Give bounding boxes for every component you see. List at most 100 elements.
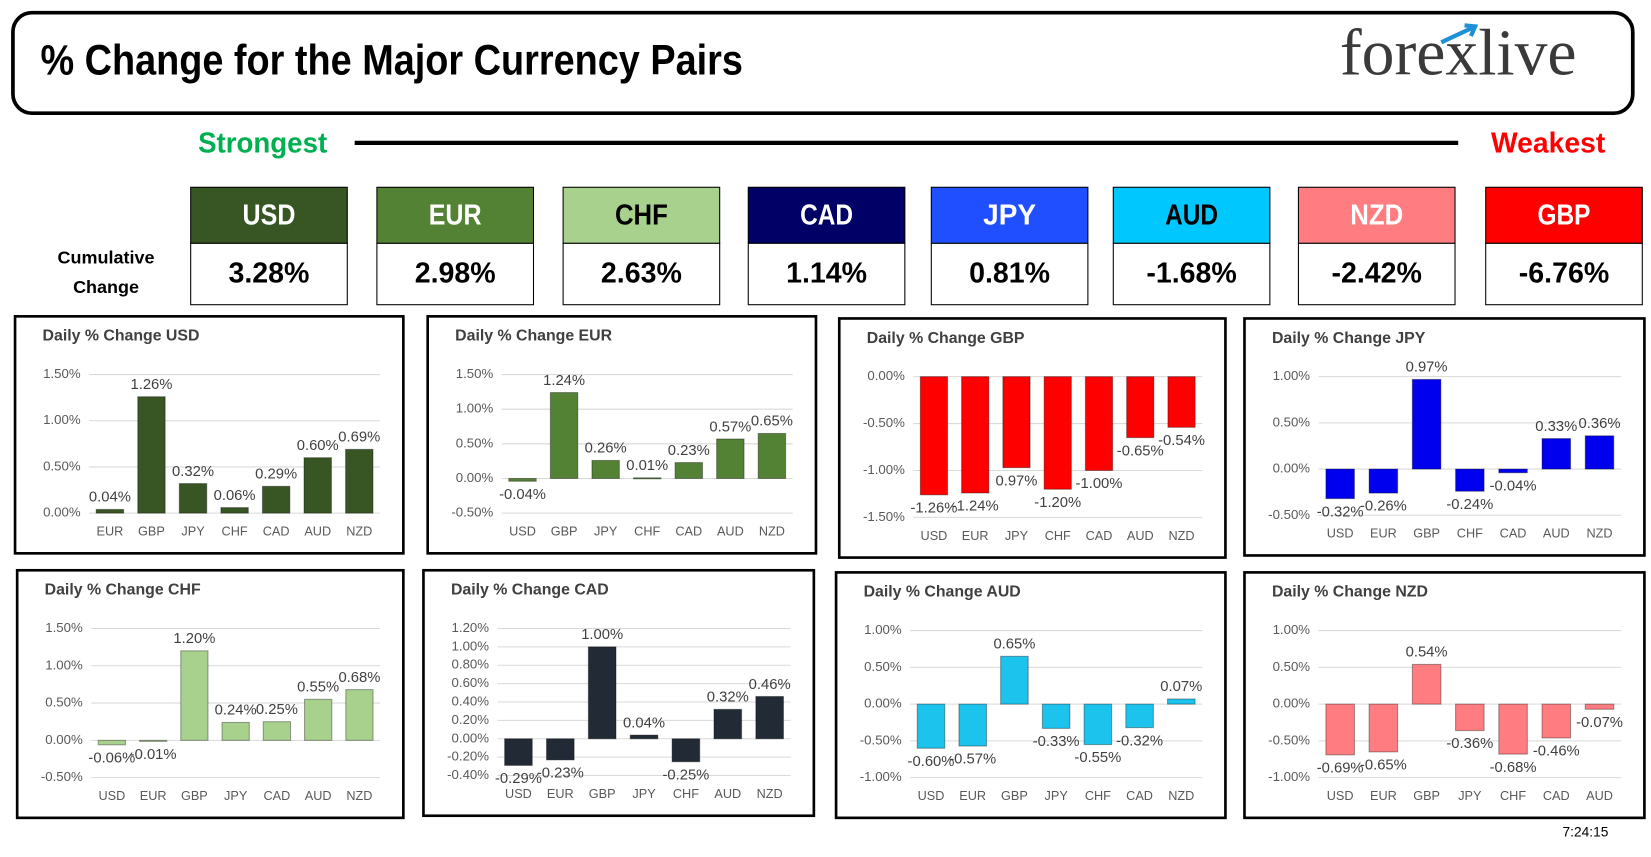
value-label: 1.24% (543, 373, 585, 389)
currency-name: USD (243, 199, 296, 231)
y-tick-label: 0.50% (864, 659, 902, 674)
y-tick-label: 1.20% (452, 620, 490, 635)
y-tick-label: 0.50% (43, 458, 81, 473)
bar (1498, 468, 1528, 474)
x-tick-label: AUD (304, 525, 331, 539)
bar (303, 457, 332, 514)
bar (587, 646, 617, 740)
y-tick-label: 1.00% (864, 622, 902, 637)
cumulative-label: Cumulative Change (57, 247, 155, 298)
bar (757, 432, 787, 480)
y-tick-label: 0.50% (45, 695, 83, 710)
x-tick-label: JPY (594, 525, 618, 539)
value-label: 0.54% (1406, 645, 1448, 661)
x-tick-label: JPY (181, 525, 205, 539)
x-tick-label: GBP (181, 789, 208, 803)
y-tick-label: 1.00% (1273, 368, 1311, 383)
y-tick-label: 0.00% (45, 732, 83, 747)
change-cell (190, 242, 348, 306)
y-tick-label: -1.00% (860, 769, 902, 784)
value-label: 0.01% (626, 458, 668, 474)
bar (591, 459, 620, 480)
x-tick-label: USD (921, 529, 948, 543)
value-label: -0.25% (662, 767, 709, 783)
x-tick-label: CAD (1500, 527, 1527, 541)
x-tick-label: GBP (551, 525, 578, 539)
value-label: 0.32% (707, 690, 749, 706)
chart-panel (422, 568, 816, 818)
value-label: -0.55% (1074, 750, 1121, 766)
value-label: 0.97% (995, 473, 1037, 489)
y-tick-label: 0.00% (1273, 696, 1311, 711)
strongest-label: Strongest (198, 127, 328, 159)
x-tick-label: EUR (547, 787, 574, 801)
currency-name: CAD (800, 199, 853, 231)
change-cell (1112, 242, 1271, 306)
value-label: 0.65% (751, 414, 793, 430)
x-tick-label: EUR (1370, 527, 1397, 541)
x-tick-label: EUR (96, 525, 123, 539)
bar (671, 738, 701, 763)
bar (1325, 468, 1355, 500)
chart-title: Daily % Change AUD (864, 584, 1021, 601)
x-tick-label: USD (509, 525, 536, 539)
value-label: 0.25% (256, 702, 298, 718)
bar (545, 738, 575, 761)
x-tick-label: GBP (589, 787, 616, 801)
y-tick-label: 1.00% (456, 401, 494, 416)
y-tick-label: 0.00% (864, 696, 902, 711)
bar (1368, 468, 1399, 494)
currency-name: NZD (1350, 199, 1403, 231)
y-tick-label: -0.50% (41, 769, 83, 784)
bar (1411, 663, 1442, 705)
x-tick-label: AUD (305, 789, 332, 803)
bar (716, 438, 745, 480)
bar (1411, 378, 1442, 470)
currency-name: EUR (429, 199, 482, 231)
x-tick-label: CAD (263, 525, 290, 539)
value-label: -0.26% (1360, 499, 1407, 515)
x-tick-label: GBP (138, 525, 165, 539)
y-tick-label: 0.40% (452, 693, 490, 708)
bar (97, 739, 127, 746)
bar (1041, 703, 1071, 729)
x-tick-label: GBP (1413, 789, 1440, 803)
value-label: -0.04% (499, 487, 546, 503)
x-tick-label: EUR (962, 529, 989, 543)
value-label: 1.00% (581, 627, 623, 643)
bar (713, 708, 743, 740)
value-label: 0.69% (338, 430, 380, 446)
bar (1083, 703, 1113, 746)
x-tick-label: CHF (222, 525, 248, 539)
x-tick-label: NZD (346, 789, 372, 803)
bar (1126, 376, 1155, 439)
cumulative-change: -6.76% (1519, 258, 1609, 290)
value-label: 0.46% (749, 677, 791, 693)
value-label: -0.29% (495, 771, 542, 787)
bar (1125, 703, 1154, 729)
value-label: 0.68% (338, 670, 380, 686)
currency-name: GBP (1538, 199, 1591, 231)
currency-header (747, 186, 906, 244)
y-tick-label: 0.50% (1273, 414, 1311, 429)
x-tick-label: CHF (1085, 789, 1111, 803)
logo: forexlive (1340, 17, 1577, 89)
x-tick-label: CHF (634, 525, 660, 539)
value-label: -1.24% (952, 499, 999, 515)
bar (1455, 468, 1485, 492)
bar (961, 376, 990, 494)
chart-title: Daily % Change CHF (45, 582, 201, 599)
x-tick-label: USD (1327, 527, 1354, 541)
x-tick-label: EUR (1370, 789, 1397, 803)
value-label: 0.33% (1535, 419, 1577, 435)
x-tick-label: AUD (714, 787, 741, 801)
value-label: -1.00% (1076, 476, 1123, 492)
bar (1002, 376, 1031, 469)
currency-name: JPY (983, 199, 1036, 231)
cumulative-change: 2.98% (415, 258, 496, 290)
y-tick-label: 1.50% (43, 366, 81, 381)
value-label: 0.55% (297, 680, 339, 696)
chart-title: Daily % Change USD (43, 328, 200, 345)
y-tick-label: -1.00% (863, 462, 905, 477)
